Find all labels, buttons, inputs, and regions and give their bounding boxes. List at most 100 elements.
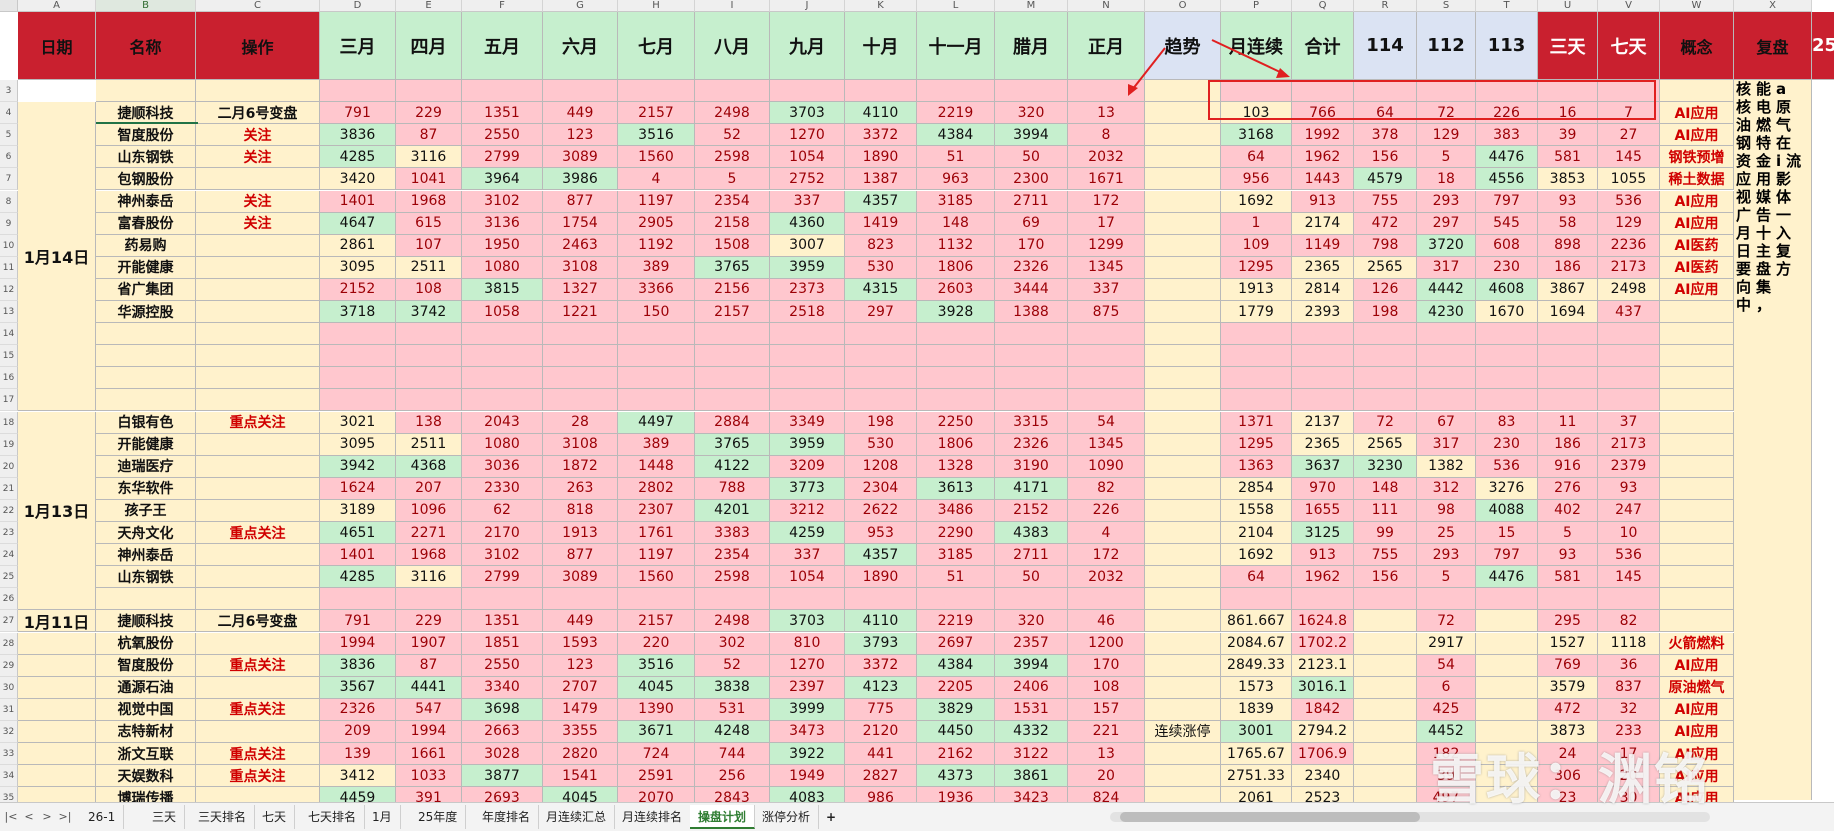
month-value-cell[interactable]: 3116: [396, 146, 462, 169]
month-value-cell[interactable]: 46: [1068, 610, 1145, 633]
empty-cell[interactable]: [770, 80, 845, 103]
empty-cell[interactable]: [1145, 367, 1221, 390]
month-value-cell[interactable]: 4383: [995, 522, 1068, 545]
row-header[interactable]: 9: [0, 212, 18, 235]
operation-cell[interactable]: 关注: [196, 146, 320, 169]
stock-name-cell[interactable]: 浙文互联: [96, 743, 196, 766]
month-value-cell[interactable]: 3703: [770, 102, 845, 125]
month-value-cell[interactable]: 170: [1068, 654, 1145, 677]
month-value-cell[interactable]: 2598: [695, 566, 770, 589]
stat-cell-v[interactable]: 233: [1598, 720, 1660, 743]
month-value-cell[interactable]: 2307: [618, 499, 695, 522]
concept-cell[interactable]: [1660, 455, 1734, 478]
month-value-cell[interactable]: 1661: [396, 743, 462, 766]
stat-cell-s[interactable]: 98: [1417, 499, 1476, 522]
month-value-cell[interactable]: 1593: [543, 632, 618, 655]
stock-name-cell[interactable]: 东华软件: [96, 477, 196, 500]
empty-cell[interactable]: [618, 323, 695, 346]
month-value-cell[interactable]: 3340: [462, 676, 543, 699]
month-value-cell[interactable]: 3942: [320, 455, 396, 478]
stock-name-cell[interactable]: 智度股份: [96, 654, 196, 677]
month-value-cell[interactable]: 2326: [995, 433, 1068, 456]
month-value-cell[interactable]: 2884: [695, 411, 770, 434]
stat-cell-v[interactable]: 2498: [1598, 278, 1660, 301]
month-value-cell[interactable]: 150: [618, 301, 695, 324]
empty-cell[interactable]: [1598, 345, 1660, 368]
empty-cell[interactable]: [462, 389, 543, 412]
stat-cell-p[interactable]: 64: [1221, 566, 1292, 589]
month-value-cell[interactable]: 209: [320, 720, 396, 743]
month-value-cell[interactable]: 2157: [618, 610, 695, 633]
stat-cell-t[interactable]: 3276: [1476, 477, 1538, 500]
month-value-cell[interactable]: 530: [845, 433, 917, 456]
month-value-cell[interactable]: 1994: [320, 632, 396, 655]
month-value-cell[interactable]: 3185: [917, 544, 995, 567]
empty-cell[interactable]: [1476, 389, 1538, 412]
month-value-cell[interactable]: 3095: [320, 256, 396, 279]
stat-cell-s[interactable]: 182: [1417, 743, 1476, 766]
scrollbar-thumb[interactable]: [1120, 812, 1420, 822]
empty-cell[interactable]: [320, 345, 396, 368]
month-value-cell[interactable]: 2326: [995, 256, 1068, 279]
month-value-cell[interactable]: 198: [845, 411, 917, 434]
empty-cell[interactable]: [1221, 588, 1292, 611]
month-value-cell[interactable]: 1479: [543, 698, 618, 721]
row-header[interactable]: 25: [0, 566, 18, 589]
row-header[interactable]: 3: [0, 80, 18, 103]
row-header[interactable]: 18: [0, 411, 18, 434]
stat-cell-r[interactable]: 111: [1354, 499, 1417, 522]
empty-cell[interactable]: [1598, 323, 1660, 346]
empty-cell[interactable]: [1538, 345, 1598, 368]
concept-cell[interactable]: AI应用: [1660, 765, 1734, 788]
month-value-cell[interactable]: 2032: [1068, 566, 1145, 589]
stat-cell-q[interactable]: 2174: [1292, 212, 1354, 235]
row-header[interactable]: 16: [0, 367, 18, 390]
empty-cell[interactable]: [543, 80, 618, 103]
empty-cell[interactable]: [770, 389, 845, 412]
month-value-cell[interactable]: 4285: [320, 146, 396, 169]
month-value-cell[interactable]: 3007: [770, 234, 845, 257]
month-value-cell[interactable]: 2707: [543, 676, 618, 699]
month-value-cell[interactable]: 4647: [320, 212, 396, 235]
operation-cell[interactable]: [196, 455, 320, 478]
stat-cell-r[interactable]: [1354, 743, 1417, 766]
stat-cell-t[interactable]: 608: [1476, 234, 1538, 257]
month-value-cell[interactable]: 953: [845, 522, 917, 545]
empty-cell[interactable]: [1354, 345, 1417, 368]
column-header-s[interactable]: S: [1417, 0, 1476, 12]
stock-name-cell[interactable]: 天舟文化: [96, 522, 196, 545]
operation-cell[interactable]: 重点关注: [196, 698, 320, 721]
column-header-p[interactable]: P: [1221, 0, 1292, 12]
month-value-cell[interactable]: 4497: [618, 411, 695, 434]
month-value-cell[interactable]: 263: [543, 477, 618, 500]
month-value-cell[interactable]: 3383: [695, 522, 770, 545]
row-header[interactable]: 32: [0, 720, 18, 743]
stock-name-cell[interactable]: 视觉中国: [96, 698, 196, 721]
concept-cell[interactable]: [1660, 566, 1734, 589]
month-value-cell[interactable]: 4360: [770, 212, 845, 235]
stat-cell-q[interactable]: 2814: [1292, 278, 1354, 301]
month-value-cell[interactable]: 229: [396, 610, 462, 633]
month-value-cell[interactable]: 2354: [695, 190, 770, 213]
month-value-cell[interactable]: 389: [618, 256, 695, 279]
month-value-cell[interactable]: 3116: [396, 566, 462, 589]
concept-cell[interactable]: AI应用: [1660, 654, 1734, 677]
month-value-cell[interactable]: 3095: [320, 433, 396, 456]
stat-cell-q[interactable]: 2365: [1292, 256, 1354, 279]
stat-cell-q[interactable]: 1962: [1292, 566, 1354, 589]
date-cell-empty[interactable]: [18, 676, 96, 699]
month-value-cell[interactable]: 3089: [543, 566, 618, 589]
stat-cell-r[interactable]: [1354, 765, 1417, 788]
month-value-cell[interactable]: 170: [995, 234, 1068, 257]
empty-cell[interactable]: [320, 588, 396, 611]
stock-name-cell[interactable]: 富春股份: [96, 212, 196, 235]
stat-cell-r[interactable]: 156: [1354, 146, 1417, 169]
stock-name-cell[interactable]: 志特新材: [96, 720, 196, 743]
empty-cell[interactable]: [1221, 323, 1292, 346]
operation-cell[interactable]: [196, 256, 320, 279]
operation-cell[interactable]: 关注: [196, 212, 320, 235]
month-value-cell[interactable]: 1132: [917, 234, 995, 257]
month-value-cell[interactable]: 875: [1068, 301, 1145, 324]
stat-cell-r[interactable]: 378: [1354, 124, 1417, 147]
stat-cell-v[interactable]: 32: [1598, 698, 1660, 721]
